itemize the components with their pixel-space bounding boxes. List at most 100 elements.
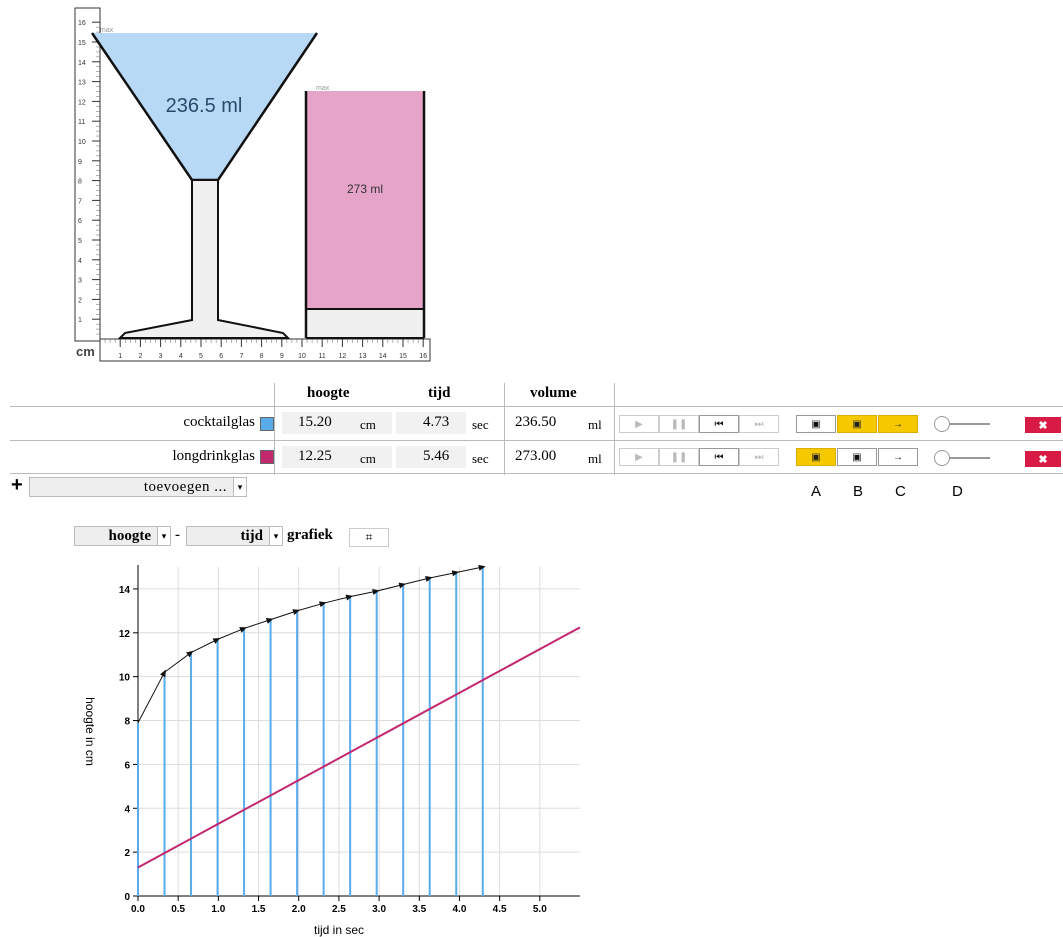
ruler-tick-label: 2 (78, 297, 82, 304)
longdrink-max-label: max (316, 85, 330, 92)
speed-slider[interactable] (940, 423, 990, 425)
y-tick-label: 0 (124, 892, 130, 903)
height-value[interactable]: 15.20 (298, 414, 332, 430)
pause-button[interactable]: ❚❚ (659, 448, 699, 466)
add-select-value: toevoegen ... (143, 478, 227, 495)
x-tick-label: 0.0 (131, 904, 145, 915)
height-value[interactable]: 12.25 (298, 448, 332, 464)
show-graph-button[interactable]: ▣ (837, 448, 877, 466)
cocktail-stem (117, 179, 291, 339)
data-point-marker (292, 609, 300, 615)
slider-knob[interactable] (934, 450, 950, 466)
header-volume: volume (530, 385, 577, 401)
x-tick-label: 1.0 (211, 904, 225, 915)
ruler-tick-label: 8 (260, 353, 264, 360)
data-point-marker (186, 650, 194, 658)
show-graph-button[interactable]: ▣ (837, 415, 877, 433)
ruler-unit-label: cm (76, 344, 95, 359)
y-axis-select[interactable]: hoogte ▾ (74, 526, 171, 546)
delete-button[interactable]: ✖ (1025, 417, 1061, 433)
speed-slider[interactable] (940, 457, 990, 459)
ruler-tick-label: 15 (399, 353, 407, 360)
ruler-tick-label: 16 (78, 20, 86, 27)
show-arrow-button[interactable]: → (878, 448, 918, 466)
cocktail-max-label: max (100, 27, 114, 34)
ruler-tick-label: 13 (359, 353, 367, 360)
y-tick-label: 10 (119, 673, 131, 684)
cocktail-volume-label: 236.5 ml (166, 95, 243, 117)
data-point-marker (160, 669, 166, 678)
longdrink-liquid (306, 91, 424, 309)
y-tick-label: 2 (124, 848, 130, 859)
volume-value[interactable]: 273.00 (515, 448, 557, 464)
ruler-tick-label: 14 (379, 353, 387, 360)
color-swatch[interactable] (260, 450, 274, 464)
height-time-chart: 0.0 0.5 1.0 1.5 2.0 2.5 3.0 3.5 4.0 4.5 5.0 0 2 4 6 8 10… (83, 564, 581, 937)
ruler-tick-label: 5 (199, 353, 203, 360)
data-point-marker (212, 638, 221, 644)
chevron-down-icon: ▾ (269, 527, 282, 545)
column-letter-c: C (895, 483, 906, 500)
y-tick-label: 4 (124, 804, 130, 815)
time-value[interactable]: 5.46 (423, 448, 450, 464)
add-glass-select[interactable]: toevoegen ... ▾ (29, 477, 247, 497)
x-select-value: tijd (240, 527, 264, 544)
axis-separator: - (175, 527, 180, 543)
data-point-marker (478, 564, 486, 571)
ruler-tick-label: 12 (339, 353, 347, 360)
x-axis-label: tijd in sec (314, 923, 364, 937)
pause-button[interactable]: ❚❚ (659, 415, 699, 433)
play-button[interactable]: ▶ (619, 415, 659, 433)
series-line (137, 566, 483, 723)
x-tick-label: 5.0 (533, 904, 547, 915)
rewind-button[interactable]: ⏮ (699, 448, 739, 466)
show-glass-button[interactable]: ▣ (796, 415, 836, 433)
delete-button[interactable]: ✖ (1025, 451, 1061, 467)
ruler-tick-label: 1 (78, 317, 82, 324)
ruler-tick-label: 8 (78, 179, 82, 186)
data-point-marker (425, 576, 433, 582)
header-time: tijd (428, 385, 451, 401)
chevron-down-icon: ▾ (233, 478, 246, 496)
y-tick-label: 6 (124, 760, 130, 771)
forward-button[interactable]: ⏭ (739, 448, 779, 466)
ruler-tick-label: 15 (78, 40, 86, 47)
volume-unit: ml (588, 451, 602, 466)
x-axis-select[interactable]: tijd ▾ (186, 526, 283, 546)
slider-knob[interactable] (934, 416, 950, 432)
x-tick-label: 2.0 (292, 904, 306, 915)
ruler-tick-label: 3 (159, 353, 163, 360)
x-tick-label: 0.5 (171, 904, 185, 915)
crop-icon[interactable]: ⌗ (349, 528, 389, 547)
x-tick-label: 4.0 (453, 904, 467, 915)
ruler-tick-label: 7 (239, 353, 243, 360)
show-glass-button[interactable]: ▣ (796, 448, 836, 466)
ruler-tick-label: 11 (319, 353, 326, 360)
volume-value[interactable]: 236.50 (515, 414, 557, 430)
time-unit: sec (472, 451, 489, 466)
ruler-tick-label: 5 (78, 238, 82, 245)
ruler-tick-label: 7 (78, 198, 82, 205)
x-tick-label: 1.5 (252, 904, 266, 915)
data-point-marker (398, 582, 407, 589)
longdrink-volume-label: 273 ml (347, 182, 383, 196)
rewind-button[interactable]: ⏮ (699, 415, 739, 433)
show-arrow-button[interactable]: → (878, 415, 918, 433)
color-swatch[interactable] (260, 417, 274, 431)
forward-button[interactable]: ⏭ (739, 415, 779, 433)
data-point-marker (451, 570, 460, 577)
x-tick-label: 3.0 (372, 904, 386, 915)
ruler-tick-label: 4 (179, 353, 183, 360)
chevron-down-icon: ▾ (157, 527, 170, 545)
y-select-value: hoogte (108, 527, 152, 544)
time-value[interactable]: 4.73 (423, 414, 450, 430)
column-letter-d: D (952, 483, 963, 500)
data-point-marker (345, 594, 354, 601)
play-button[interactable]: ▶ (619, 448, 659, 466)
height-unit: cm (360, 451, 376, 466)
ruler-tick-label: 4 (78, 258, 82, 265)
data-point-marker (318, 601, 327, 608)
data-point-marker (239, 627, 247, 633)
y-tick-label: 12 (119, 629, 131, 640)
